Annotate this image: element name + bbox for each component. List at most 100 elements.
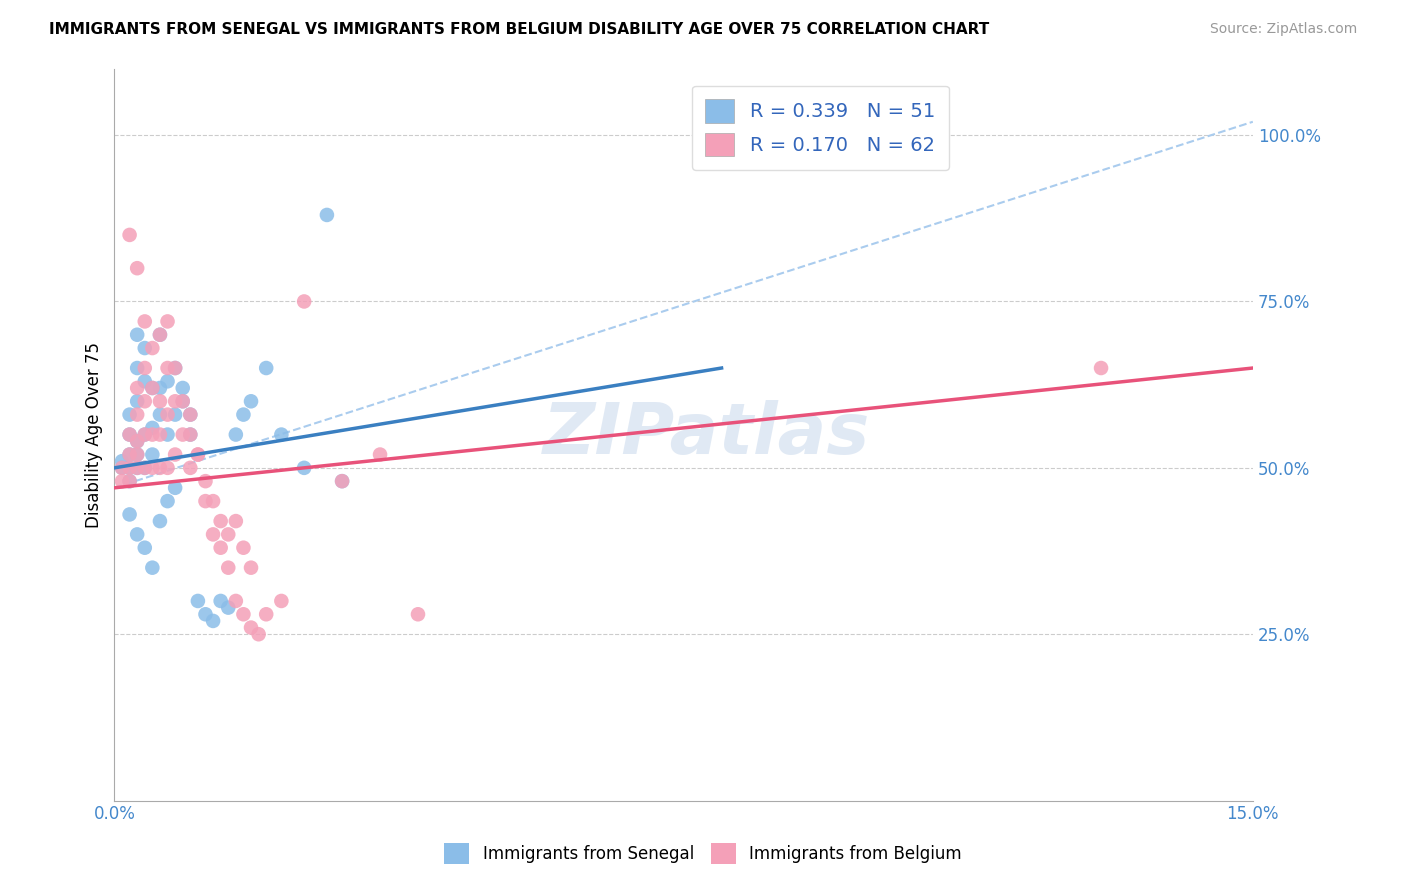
Point bbox=[368, 448, 391, 462]
Point bbox=[179, 408, 201, 422]
Point bbox=[118, 460, 141, 475]
Point bbox=[141, 448, 163, 462]
Point bbox=[330, 474, 353, 488]
Point bbox=[156, 314, 179, 328]
Point bbox=[149, 460, 172, 475]
Point bbox=[187, 448, 209, 462]
Point bbox=[127, 434, 149, 449]
Point bbox=[134, 460, 156, 475]
Point bbox=[134, 427, 156, 442]
Point bbox=[134, 541, 156, 555]
Point bbox=[127, 448, 149, 462]
Point bbox=[118, 448, 141, 462]
Text: Source: ZipAtlas.com: Source: ZipAtlas.com bbox=[1209, 22, 1357, 37]
Point bbox=[217, 600, 239, 615]
Point bbox=[127, 434, 149, 449]
Point bbox=[134, 374, 156, 388]
Point bbox=[149, 381, 172, 395]
Point bbox=[134, 427, 156, 442]
Point bbox=[225, 427, 247, 442]
Point bbox=[118, 408, 141, 422]
Point bbox=[127, 261, 149, 276]
Point bbox=[127, 527, 149, 541]
Point bbox=[179, 427, 201, 442]
Point bbox=[179, 427, 201, 442]
Point bbox=[202, 494, 225, 508]
Point bbox=[172, 381, 194, 395]
Point bbox=[179, 460, 201, 475]
Point bbox=[118, 227, 141, 242]
Point bbox=[134, 341, 156, 355]
Point bbox=[127, 327, 149, 342]
Point bbox=[165, 361, 187, 376]
Point bbox=[127, 361, 149, 376]
Point bbox=[240, 560, 263, 574]
Point bbox=[141, 560, 163, 574]
Legend: Immigrants from Senegal, Immigrants from Belgium: Immigrants from Senegal, Immigrants from… bbox=[437, 837, 969, 871]
Point bbox=[316, 208, 339, 222]
Point bbox=[172, 394, 194, 409]
Point bbox=[270, 427, 292, 442]
Point bbox=[172, 427, 194, 442]
Point bbox=[202, 527, 225, 541]
Point bbox=[165, 408, 187, 422]
Point bbox=[165, 394, 187, 409]
Point bbox=[187, 594, 209, 608]
Point bbox=[194, 494, 217, 508]
Point bbox=[118, 427, 141, 442]
Point bbox=[149, 427, 172, 442]
Point bbox=[225, 594, 247, 608]
Point bbox=[209, 514, 232, 528]
Point bbox=[141, 381, 163, 395]
Point bbox=[141, 341, 163, 355]
Point bbox=[127, 448, 149, 462]
Point bbox=[330, 474, 353, 488]
Point bbox=[1090, 361, 1112, 376]
Point bbox=[118, 460, 141, 475]
Point bbox=[156, 361, 179, 376]
Point bbox=[209, 594, 232, 608]
Point bbox=[254, 607, 277, 622]
Point bbox=[232, 541, 254, 555]
Point bbox=[134, 394, 156, 409]
Point bbox=[118, 474, 141, 488]
Legend: R = 0.339   N = 51, R = 0.170   N = 62: R = 0.339 N = 51, R = 0.170 N = 62 bbox=[692, 86, 949, 170]
Point bbox=[165, 448, 187, 462]
Point bbox=[127, 381, 149, 395]
Point bbox=[149, 408, 172, 422]
Point bbox=[111, 460, 134, 475]
Point bbox=[111, 454, 134, 468]
Point bbox=[292, 460, 315, 475]
Text: IMMIGRANTS FROM SENEGAL VS IMMIGRANTS FROM BELGIUM DISABILITY AGE OVER 75 CORREL: IMMIGRANTS FROM SENEGAL VS IMMIGRANTS FR… bbox=[49, 22, 990, 37]
Point bbox=[247, 627, 270, 641]
Y-axis label: Disability Age Over 75: Disability Age Over 75 bbox=[86, 342, 103, 527]
Point bbox=[118, 427, 141, 442]
Point bbox=[165, 361, 187, 376]
Point bbox=[202, 614, 225, 628]
Point bbox=[172, 394, 194, 409]
Point bbox=[194, 607, 217, 622]
Point bbox=[141, 460, 163, 475]
Point bbox=[240, 394, 263, 409]
Point bbox=[118, 508, 141, 522]
Point bbox=[134, 460, 156, 475]
Point bbox=[111, 474, 134, 488]
Point bbox=[134, 314, 156, 328]
Point bbox=[149, 327, 172, 342]
Point bbox=[111, 460, 134, 475]
Point bbox=[194, 474, 217, 488]
Point bbox=[156, 427, 179, 442]
Point bbox=[141, 421, 163, 435]
Point bbox=[127, 394, 149, 409]
Point bbox=[292, 294, 315, 309]
Point bbox=[127, 408, 149, 422]
Point bbox=[225, 514, 247, 528]
Point bbox=[156, 408, 179, 422]
Point bbox=[217, 527, 239, 541]
Point bbox=[165, 481, 187, 495]
Point bbox=[156, 460, 179, 475]
Point bbox=[149, 327, 172, 342]
Point bbox=[118, 474, 141, 488]
Point bbox=[254, 361, 277, 376]
Point bbox=[240, 621, 263, 635]
